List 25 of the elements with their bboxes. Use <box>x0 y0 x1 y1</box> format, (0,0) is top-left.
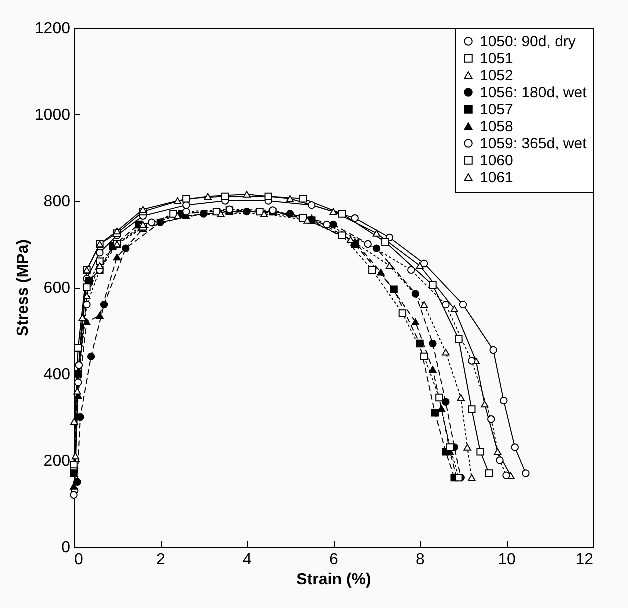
y-tick-label: 1200 <box>34 20 71 38</box>
legend-label: 1059: 365d, wet <box>480 136 588 152</box>
legend-label: 1056: 180d, wet <box>480 84 588 102</box>
y-tick-label: 800 <box>44 194 71 210</box>
legend-label: 1052 <box>480 68 514 84</box>
x-tick-label: 0 <box>74 552 84 568</box>
y-tick-label: 400 <box>44 366 71 384</box>
legend-label: 1058 <box>480 118 514 136</box>
y-tick-label: 200 <box>44 453 71 470</box>
x-tick-label: 10 <box>498 552 516 568</box>
legend-label: 1057 <box>480 102 514 118</box>
y-tick-label: 600 <box>44 280 71 297</box>
y-tick-label: 1000 <box>34 107 71 124</box>
legend-label: 1061 <box>480 170 514 186</box>
legend-label: 1060 <box>480 152 514 170</box>
x-tick-label: 12 <box>576 552 594 568</box>
x-tick-label: 4 <box>243 552 252 568</box>
x-tick-label: 6 <box>330 552 339 568</box>
x-axis-title: Strain (%) <box>296 572 372 588</box>
x-tick-label: 8 <box>416 552 426 568</box>
legend-label: 1050: 90d, dry <box>480 34 576 50</box>
y-tick-label: 0 <box>62 540 71 556</box>
y-axis-title: Stress (MPa) <box>14 240 32 336</box>
legend-label: 1051 <box>480 50 514 68</box>
x-tick-label: 2 <box>156 552 166 568</box>
